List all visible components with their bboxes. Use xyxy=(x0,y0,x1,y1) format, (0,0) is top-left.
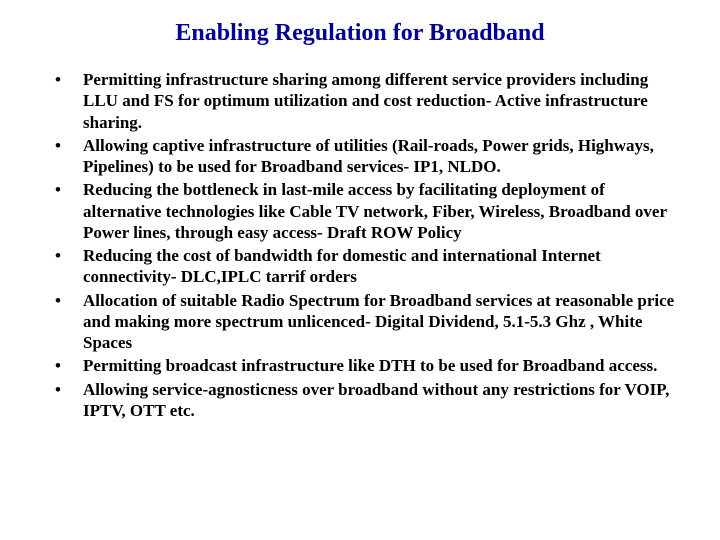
list-item: Allowing service-agnosticness over broad… xyxy=(55,379,680,422)
list-item: Reducing the bottleneck in last-mile acc… xyxy=(55,179,680,243)
list-item: Reducing the cost of bandwidth for domes… xyxy=(55,245,680,288)
list-item: Permitting broadcast infrastructure like… xyxy=(55,355,680,376)
list-item: Allocation of suitable Radio Spectrum fo… xyxy=(55,290,680,354)
slide-title: Enabling Regulation for Broadband xyxy=(100,20,620,47)
list-item: Permitting infrastructure sharing among … xyxy=(55,69,680,133)
list-item: Allowing captive infrastructure of utili… xyxy=(55,135,680,178)
bullet-list: Permitting infrastructure sharing among … xyxy=(40,69,680,421)
